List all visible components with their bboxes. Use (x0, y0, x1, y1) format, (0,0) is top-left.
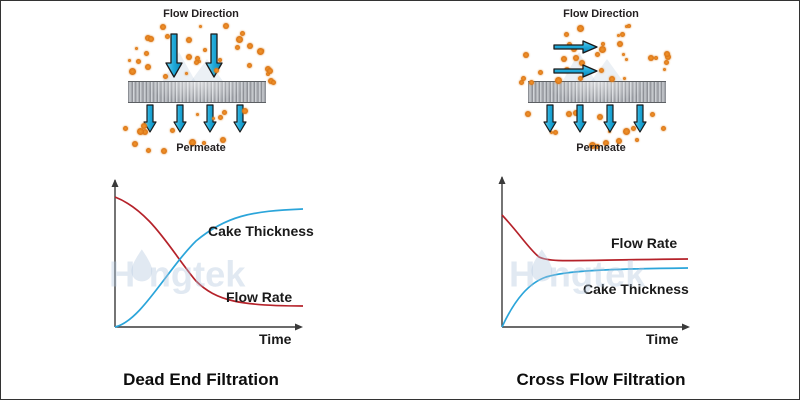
svg-text:H: H (109, 254, 135, 295)
svg-text:ngtek: ngtek (149, 254, 247, 295)
svg-text:ngtek: ngtek (549, 254, 647, 295)
svg-text:H: H (509, 254, 535, 295)
